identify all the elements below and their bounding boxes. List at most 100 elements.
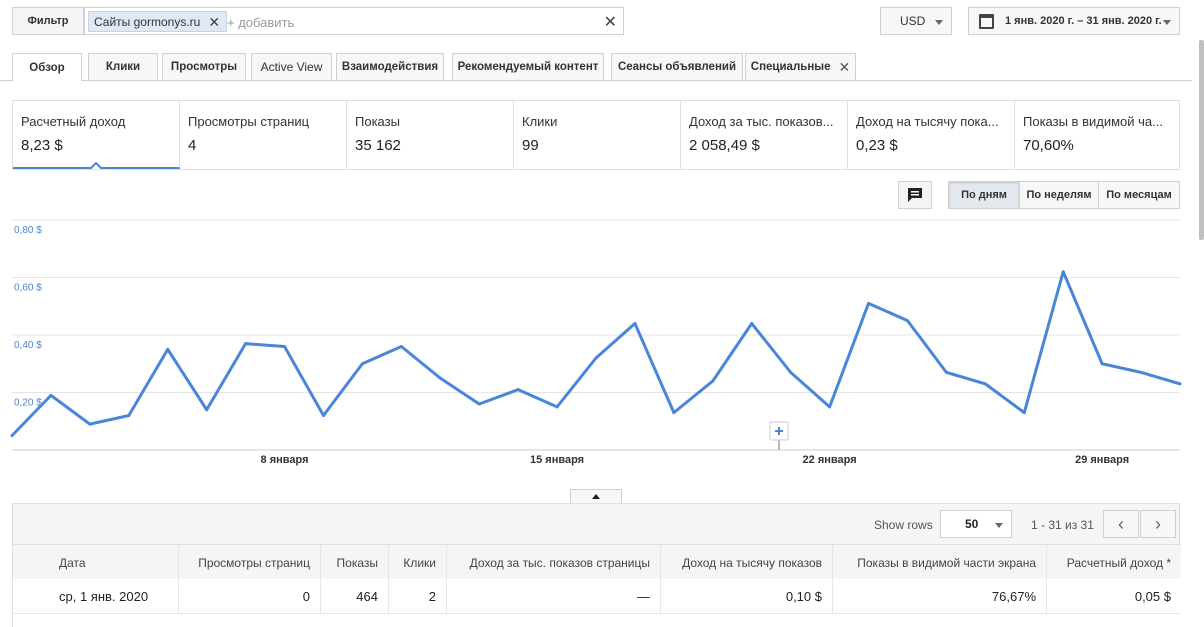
data-point xyxy=(594,356,598,360)
column-header-impression-rpm[interactable]: Доход на тысячу показов xyxy=(661,545,833,580)
cell-clicks: 2 xyxy=(389,579,447,614)
report-table: Show rows 50 1 - 31 из 31 ‹ › Дата Просм… xyxy=(12,503,1181,627)
metric-label: Просмотры страниц xyxy=(188,114,310,129)
revenue-line-chart: 0,80 $ 0,60 $ 0,40 $ 0,20 $ 8 января 15 январ… xyxy=(10,219,1182,466)
tab-overview[interactable]: Обзор xyxy=(12,53,82,82)
column-header-clicks[interactable]: Клики xyxy=(389,545,447,580)
metric-value: 2 058,49 $ xyxy=(689,137,760,154)
filter-input-box[interactable]: Сайты gormonys.ru ✕ + добавить ✕ xyxy=(84,7,624,35)
tab-views[interactable]: Просмотры xyxy=(162,53,246,81)
data-point xyxy=(555,405,559,409)
rows-per-page-value: 50 xyxy=(965,517,979,531)
report-tabs: Обзор Клики Просмотры Active View Взаимо… xyxy=(12,53,1204,82)
data-point xyxy=(438,376,442,380)
y-tick-label: 0,80 $ xyxy=(14,225,42,236)
currency-select[interactable]: USD xyxy=(880,7,952,35)
page-scrollbar[interactable] xyxy=(1199,40,1204,240)
remove-chip-icon[interactable]: ✕ xyxy=(208,13,221,30)
data-point xyxy=(205,408,209,412)
x-tick-label: 22 января xyxy=(803,454,857,466)
data-point xyxy=(905,319,909,323)
chevron-up-icon xyxy=(592,494,600,499)
metric-label: Доход на тысячу пока... xyxy=(856,114,999,129)
by-week-button[interactable]: По неделям xyxy=(1019,181,1099,209)
currency-value: USD xyxy=(900,14,926,28)
data-point xyxy=(166,347,170,351)
data-point xyxy=(867,301,871,305)
x-tick-label: 29 января xyxy=(1075,454,1129,466)
comment-icon xyxy=(908,188,922,202)
cell-impressions: 464 xyxy=(321,579,389,614)
cell-page-views: 0 xyxy=(179,579,321,614)
close-tab-icon[interactable]: ✕ xyxy=(838,58,851,75)
data-point xyxy=(127,414,131,417)
data-point xyxy=(828,405,832,409)
data-point xyxy=(1139,370,1143,374)
tab-clicks[interactable]: Клики xyxy=(88,53,158,81)
metric-page-rpm[interactable]: Доход за тыс. показов... 2 058,49 $ xyxy=(681,101,848,169)
column-header-viewability[interactable]: Показы в видимой части экрана xyxy=(833,545,1047,580)
metric-value: 0,23 $ xyxy=(856,137,898,154)
column-header-page-views[interactable]: Просмотры страниц xyxy=(179,545,321,580)
data-point xyxy=(750,322,754,325)
clear-filter-icon[interactable]: ✕ xyxy=(603,14,617,31)
chevron-right-icon: › xyxy=(1155,513,1161,534)
tab-active-view[interactable]: Active View xyxy=(251,53,332,81)
tab-interactions[interactable]: Взаимодействия xyxy=(336,53,444,81)
tab-ad-sessions[interactable]: Сеансы объявлений xyxy=(611,53,743,81)
metric-label: Клики xyxy=(522,114,558,129)
table-header: Дата Просмотры страниц Показы Клики Дохо… xyxy=(13,544,1181,580)
annotation-button[interactable] xyxy=(898,181,932,209)
metric-value: 99 xyxy=(522,137,539,154)
y-tick-label: 0,60 $ xyxy=(14,283,42,294)
by-month-button[interactable]: По месяцам xyxy=(1098,181,1180,209)
column-header-impressions[interactable]: Показы xyxy=(321,545,389,580)
column-header-page-rpm[interactable]: Доход за тыс. показов страницы xyxy=(447,545,661,580)
data-point xyxy=(672,411,676,415)
cell-page-rpm: — xyxy=(447,579,661,614)
calendar-icon xyxy=(979,14,994,29)
metric-viewability[interactable]: Показы в видимой ча... 70,60% xyxy=(1015,101,1179,169)
metric-impressions[interactable]: Показы 35 162 xyxy=(347,101,514,169)
metric-value: 35 162 xyxy=(355,137,401,154)
tab-recommended-content[interactable]: Рекомендуемый контент xyxy=(452,53,604,81)
chevron-down-icon xyxy=(935,20,943,25)
pagination-range: 1 - 31 из 31 xyxy=(1031,518,1094,532)
column-header-estimated-revenue[interactable]: Расчетный доход * xyxy=(1066,555,1171,570)
metric-impression-rpm[interactable]: Доход на тысячу пока... 0,23 $ xyxy=(848,101,1015,169)
data-point xyxy=(789,370,793,374)
add-filter-input[interactable]: + добавить xyxy=(227,14,295,30)
metric-label: Доход за тыс. показов... xyxy=(689,114,834,129)
data-point xyxy=(516,388,520,392)
x-tick-label: 8 января xyxy=(261,454,309,466)
cell-viewability: 76,67% xyxy=(833,579,1047,614)
by-day-button[interactable]: По дням xyxy=(948,181,1020,209)
table-controls: Show rows 50 1 - 31 из 31 ‹ › xyxy=(13,504,1181,544)
metric-label: Расчетный доход xyxy=(21,114,126,129)
data-point xyxy=(633,322,637,325)
data-point xyxy=(983,382,987,386)
y-tick-label: 0,20 $ xyxy=(14,398,42,409)
filter-button[interactable]: Фильтр xyxy=(12,7,84,35)
active-indicator-icon xyxy=(90,162,102,169)
collapse-chart-button[interactable] xyxy=(570,489,622,504)
data-point xyxy=(711,379,715,383)
metric-estimated-revenue[interactable]: Расчетный доход 8,23 $ xyxy=(13,101,180,169)
date-range-picker[interactable]: 1 янв. 2020 г. – 31 янв. 2020 г. xyxy=(968,7,1180,35)
filter-chip-label: Сайты gormonys.ru xyxy=(94,14,201,29)
cell-estimated-revenue: 0,05 $ xyxy=(1134,589,1171,604)
metric-clicks[interactable]: Клики 99 xyxy=(514,101,681,169)
next-page-button[interactable]: › xyxy=(1140,510,1176,538)
filter-chip[interactable]: Сайты gormonys.ru ✕ xyxy=(88,11,228,32)
metric-label: Показы xyxy=(355,114,400,129)
column-header-date[interactable]: Дата xyxy=(13,545,179,580)
data-point xyxy=(1100,362,1104,366)
prev-page-button[interactable]: ‹ xyxy=(1103,510,1139,538)
data-point xyxy=(283,345,287,348)
filter-bar: Фильтр Сайты gormonys.ru ✕ + добавить ✕ … xyxy=(12,7,1180,35)
rows-per-page-select[interactable]: 50 xyxy=(940,510,1012,538)
tab-custom[interactable]: Специальные ✕ xyxy=(745,53,856,81)
data-point xyxy=(477,402,481,406)
show-rows-label: Show rows xyxy=(874,518,933,532)
metric-page-views[interactable]: Просмотры страниц 4 xyxy=(180,101,347,169)
